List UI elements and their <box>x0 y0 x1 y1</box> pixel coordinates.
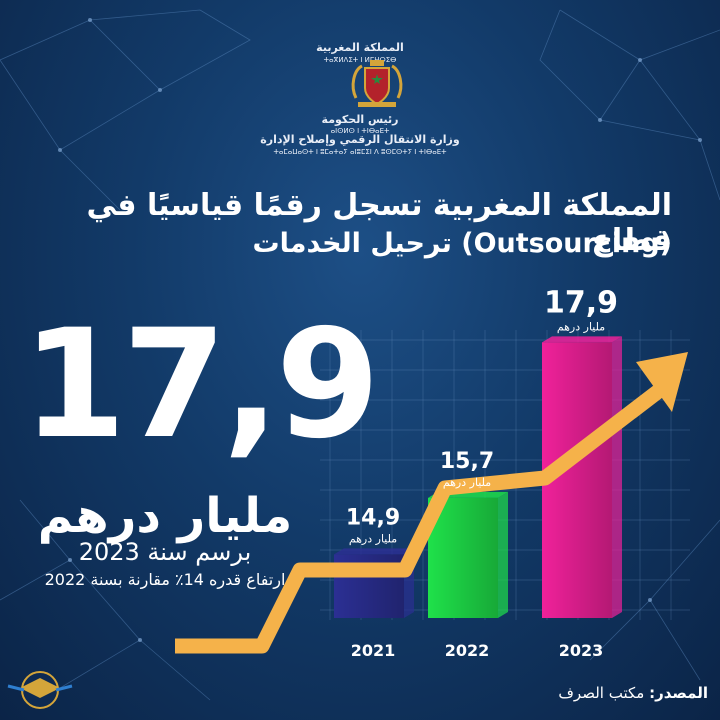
headline-unit: مليار درهم <box>37 488 293 544</box>
source-value: مكتب الصرف <box>558 684 645 702</box>
bar-side <box>612 336 622 618</box>
header-kingdom-tifinagh: ⵜⴰⴳⵍⴷⵉⵜ ⵏ ⵍⵎⵖⵔⵉⴱ <box>323 56 397 64</box>
bar-shade <box>428 497 498 618</box>
category-label: 2022 <box>445 641 490 660</box>
headline-value: 17,9 <box>22 298 380 472</box>
growth-arrow-head <box>636 352 688 412</box>
value-label: 14,9 <box>346 505 400 530</box>
bar-top <box>334 548 414 555</box>
value-unit-label: مليار درهم <box>557 320 605 333</box>
bar-side <box>498 491 508 618</box>
header-ministry-tifinagh: ⵜⴰⵎⴰⵡⴰⵙⵜ ⵏ ⵓⵎⴰⵜⴰⵢ ⴰⵏⵓⵎⵉⵏ ⴷ ⵓⵙⵎⵙⵜⵢ ⵏ ⵜⵏⴱⴰ… <box>273 148 447 156</box>
title-line-1: المملكة المغربية تسجل رقمًا قياسيًا في ق… <box>86 188 672 258</box>
header-gov-head-ar: رئيس الحكومة <box>321 113 399 126</box>
category-label: 2021 <box>351 641 396 660</box>
value-label: 17,9 <box>544 285 618 320</box>
header-ministry-ar: وزارة الانتقال الرقمي وإصلاح الإدارة <box>260 133 460 146</box>
source-label: المصدر: <box>649 684 708 702</box>
title-line-2: ترحيل الخدمات (Outsourcing) <box>252 228 673 259</box>
header-kingdom-ar: المملكة المغربية <box>316 41 404 54</box>
category-label: 2023 <box>559 641 604 660</box>
watermark-logo <box>7 671 73 709</box>
growth-arrow <box>175 384 665 654</box>
value-unit-label: مليار درهم <box>349 532 397 545</box>
coat-of-arms-icon <box>351 60 403 107</box>
source-line: المصدر: مكتب الصرف <box>558 684 708 702</box>
value-label: 15,7 <box>440 449 494 474</box>
bar-top <box>542 336 622 343</box>
headline-growth-note: ارتفاع قدره 14٪ مقارنة بسنة 2022 <box>44 570 286 589</box>
value-unit-label: مليار درهم <box>443 476 491 489</box>
header-gov-head-tifinagh: ⴰⵏⵙⵍⵙ ⵏ ⵜⵏⴱⴰⴹⵜ <box>330 127 390 135</box>
headline-period: برسم سنة 2023 <box>78 538 252 566</box>
